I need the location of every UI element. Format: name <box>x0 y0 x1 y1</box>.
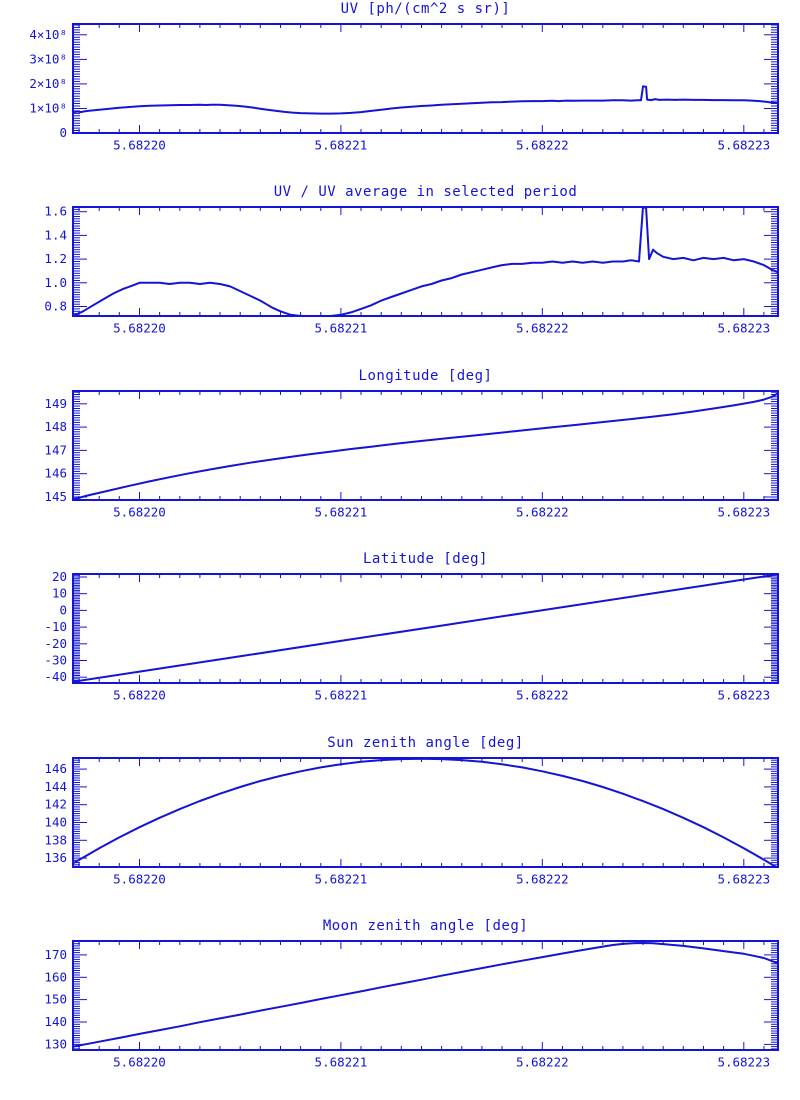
svg-text:5.68223: 5.68223 <box>717 688 770 703</box>
plot-uv-ratio-canvas: 5.68220 5.68221 5.68222 5.68223 0.8 1.0 1.2 1.4… <box>44 204 779 336</box>
svg-text:-20: -20 <box>44 636 67 651</box>
plot-moon-zenith: Moon zenith angle [deg] 5.68220 5.68221 5.… <box>0 917 800 1100</box>
plot-latitude: Latitude [deg] 5.68220 5.68221 5.68222 5.68… <box>0 550 800 733</box>
svg-text:5.68222: 5.68222 <box>516 321 569 336</box>
svg-text:5.68220: 5.68220 <box>113 872 166 887</box>
plot-uv-title: UV [ph/(cm^2 s sr)] <box>340 1 511 17</box>
plot-longitude: Longitude [deg] 5.68220 5.68221 5.68222 5.6… <box>0 367 800 550</box>
svg-text:5.68220: 5.68220 <box>113 138 166 153</box>
svg-text:146: 146 <box>44 761 67 776</box>
svg-text:5.68220: 5.68220 <box>113 505 166 520</box>
svg-text:4×10⁸: 4×10⁸ <box>29 27 67 42</box>
svg-text:5.68222: 5.68222 <box>516 1055 569 1070</box>
svg-text:5.68223: 5.68223 <box>717 1055 770 1070</box>
plot-longitude-title: Longitude [deg] <box>358 368 493 384</box>
plot-sun-zenith-title: Sun zenith angle [deg] <box>327 735 524 751</box>
plot-moon-zenith-canvas: 5.68220 5.68221 5.68222 5.68223 130 140 150 160… <box>44 940 779 1070</box>
svg-text:5.68222: 5.68222 <box>516 138 569 153</box>
svg-text:5.68223: 5.68223 <box>717 872 770 887</box>
plot-latitude-title: Latitude [deg] <box>362 551 488 567</box>
svg-text:1.6: 1.6 <box>44 204 67 219</box>
svg-text:5.68221: 5.68221 <box>315 321 368 336</box>
plot-moon-zenith-title: Moon zenith angle [deg] <box>322 918 529 934</box>
svg-text:5.68220: 5.68220 <box>113 688 166 703</box>
svg-text:145: 145 <box>44 489 67 504</box>
plot-uv-canvas: 5.68220 5.68221 5.68222 5.68223 0 1×10⁸ 2×10⁸ 3… <box>29 23 779 153</box>
svg-text:5.68220: 5.68220 <box>113 321 166 336</box>
plot-latitude-canvas: 5.68220 5.68221 5.68222 5.68223 -40-30 -20 -10… <box>44 569 779 703</box>
svg-text:5.68222: 5.68222 <box>516 688 569 703</box>
svg-text:0.8: 0.8 <box>44 299 67 314</box>
svg-text:-30: -30 <box>44 653 67 668</box>
svg-text:5.68221: 5.68221 <box>315 138 368 153</box>
svg-text:146: 146 <box>44 466 67 481</box>
plot-uv-ratio: UV / UV average in selected period 5.682… <box>0 183 800 366</box>
svg-text:0: 0 <box>59 125 67 140</box>
svg-text:5.68223: 5.68223 <box>717 505 770 520</box>
svg-text:142: 142 <box>44 797 67 812</box>
svg-text:5.68222: 5.68222 <box>516 872 569 887</box>
svg-text:10: 10 <box>52 586 67 601</box>
svg-text:0: 0 <box>59 602 67 617</box>
plot-sun-zenith-canvas: 5.68220 5.68221 5.68222 5.68223 136 138 140 142… <box>44 757 779 887</box>
plot-uv: UV [ph/(cm^2 s sr)] 5.68220 5.68221 5.6822… <box>0 0 800 183</box>
svg-text:2×10⁸: 2×10⁸ <box>29 76 67 91</box>
plot-longitude-canvas: 5.68220 5.68221 5.68222 5.68223 145 146 147 148… <box>44 390 779 520</box>
svg-text:147: 147 <box>44 442 67 457</box>
svg-text:1.2: 1.2 <box>44 251 67 266</box>
svg-text:1×10⁸: 1×10⁸ <box>29 101 67 116</box>
svg-text:1.0: 1.0 <box>44 275 67 290</box>
svg-text:-40: -40 <box>44 669 67 684</box>
svg-text:-10: -10 <box>44 619 67 634</box>
svg-text:148: 148 <box>44 419 67 434</box>
svg-text:5.68223: 5.68223 <box>717 321 770 336</box>
svg-text:1.4: 1.4 <box>44 227 67 242</box>
svg-text:144: 144 <box>44 779 67 794</box>
svg-text:5.68223: 5.68223 <box>717 138 770 153</box>
svg-text:5.68220: 5.68220 <box>113 1055 166 1070</box>
svg-text:5.68221: 5.68221 <box>315 688 368 703</box>
plot-sun-zenith: Sun zenith angle [deg] 5.68220 5.68221 5.6… <box>0 734 800 917</box>
svg-text:150: 150 <box>44 992 67 1007</box>
svg-text:3×10⁸: 3×10⁸ <box>29 51 67 66</box>
svg-text:130: 130 <box>44 1036 67 1051</box>
svg-text:136: 136 <box>44 850 67 865</box>
svg-text:5.68222: 5.68222 <box>516 505 569 520</box>
svg-text:140: 140 <box>44 1014 67 1029</box>
svg-text:149: 149 <box>44 396 67 411</box>
svg-text:170: 170 <box>44 947 67 962</box>
svg-text:20: 20 <box>52 569 67 584</box>
svg-text:160: 160 <box>44 969 67 984</box>
plot-uv-ratio-title: UV / UV average in selected period <box>273 184 578 200</box>
svg-text:5.68221: 5.68221 <box>315 505 368 520</box>
svg-text:140: 140 <box>44 815 67 830</box>
svg-text:138: 138 <box>44 832 67 847</box>
svg-text:5.68221: 5.68221 <box>315 1055 368 1070</box>
svg-text:5.68221: 5.68221 <box>315 872 368 887</box>
